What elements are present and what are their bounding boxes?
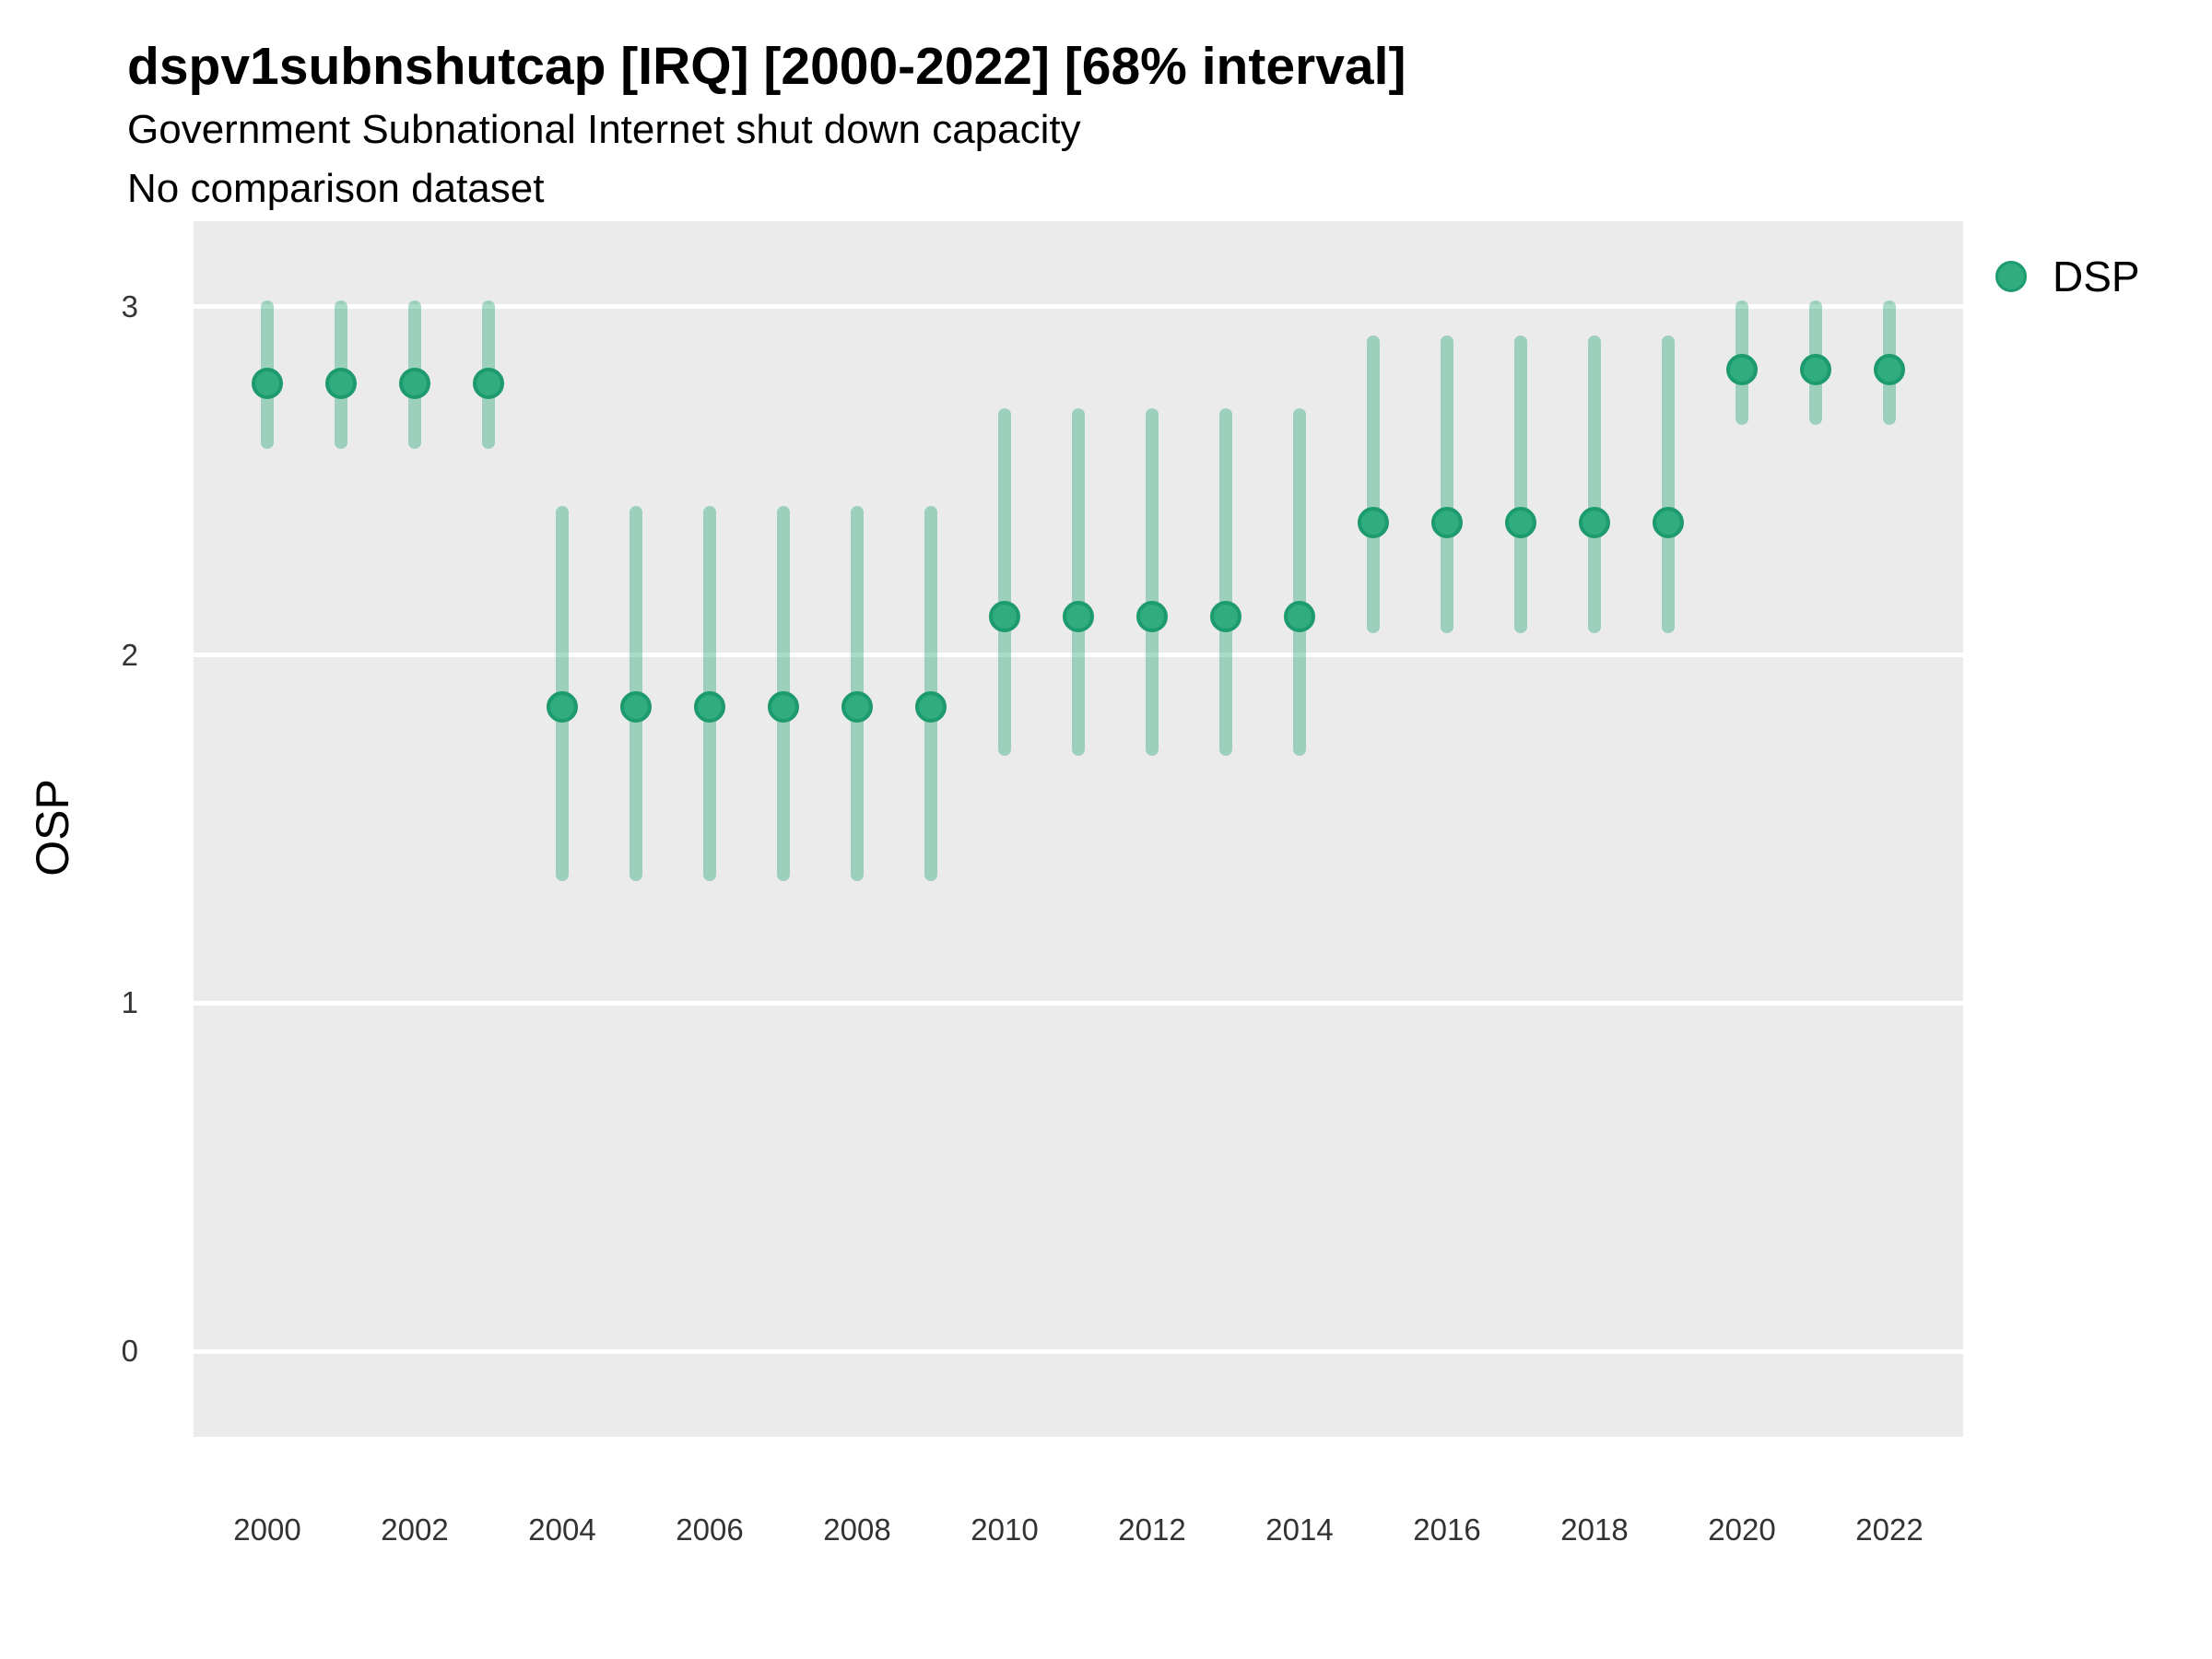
gridline-y-1 — [194, 1000, 1963, 1006]
point-estimate-2012 — [1136, 601, 1168, 633]
interval-bar-2015 — [1367, 335, 1380, 634]
point-estimate-2009 — [915, 691, 947, 724]
x-tick-label-2012: 2012 — [1118, 1512, 1186, 1547]
interval-bar-2011 — [1072, 408, 1085, 756]
point-estimate-2022 — [1874, 353, 1905, 385]
x-tick-label-2022: 2022 — [1855, 1512, 1924, 1547]
legend-dot-icon — [1995, 261, 2027, 292]
interval-bar-2014 — [1293, 408, 1306, 756]
point-estimate-2016 — [1431, 507, 1463, 539]
x-tick-label-2016: 2016 — [1413, 1512, 1481, 1547]
gridline-y-3 — [194, 304, 1963, 310]
interval-bar-2017 — [1514, 335, 1527, 634]
chart-title: dspv1subnshutcap [IRQ] [2000-2022] [68% … — [127, 37, 1406, 96]
gridline-y-2 — [194, 653, 1963, 658]
point-estimate-2019 — [1653, 507, 1684, 539]
interval-bar-2018 — [1588, 335, 1601, 634]
y-tick-label-3: 3 — [121, 288, 138, 324]
point-estimate-2014 — [1284, 601, 1315, 633]
point-estimate-2000 — [252, 368, 283, 400]
x-tick-label-2000: 2000 — [233, 1512, 301, 1547]
point-estimate-2007 — [768, 691, 799, 724]
point-estimate-2021 — [1800, 353, 1831, 385]
point-estimate-2020 — [1726, 353, 1758, 385]
x-tick-label-2010: 2010 — [971, 1512, 1039, 1547]
x-tick-label-2014: 2014 — [1265, 1512, 1334, 1547]
plot-panel — [194, 221, 1963, 1437]
x-tick-label-2008: 2008 — [823, 1512, 891, 1547]
point-estimate-2008 — [841, 691, 873, 724]
gridline-y-0 — [194, 1348, 1963, 1354]
chart-subtitle-note: No comparison dataset — [127, 166, 545, 211]
point-estimate-2004 — [547, 691, 578, 724]
legend: DSP — [1995, 255, 2140, 298]
x-tick-label-2006: 2006 — [676, 1512, 744, 1547]
interval-bar-2010 — [998, 408, 1011, 756]
x-tick-label-2004: 2004 — [528, 1512, 596, 1547]
x-tick-label-2002: 2002 — [381, 1512, 449, 1547]
point-estimate-2018 — [1579, 507, 1610, 539]
y-tick-label-1: 1 — [121, 985, 138, 1020]
interval-bar-2016 — [1441, 335, 1453, 634]
point-estimate-2006 — [694, 691, 725, 724]
point-estimate-2010 — [989, 601, 1020, 633]
point-estimate-2015 — [1358, 507, 1389, 539]
point-estimate-2013 — [1210, 601, 1241, 633]
interval-bar-2019 — [1662, 335, 1675, 634]
x-tick-label-2018: 2018 — [1560, 1512, 1629, 1547]
chart-subtitle: Government Subnational Internet shut dow… — [127, 107, 1081, 152]
point-estimate-2011 — [1063, 601, 1094, 633]
interval-bar-2013 — [1219, 408, 1232, 756]
y-tick-label-0: 0 — [121, 1334, 138, 1368]
point-estimate-2017 — [1505, 507, 1536, 539]
x-tick-label-2020: 2020 — [1708, 1512, 1776, 1547]
point-estimate-2002 — [399, 368, 430, 400]
interval-bar-2012 — [1146, 408, 1159, 756]
point-estimate-2003 — [473, 368, 504, 400]
legend-label: DSP — [2053, 253, 2140, 300]
y-axis-title: OSP — [27, 779, 78, 877]
point-estimate-2001 — [325, 368, 357, 400]
y-tick-label-2: 2 — [121, 637, 138, 672]
point-estimate-2005 — [620, 691, 652, 724]
